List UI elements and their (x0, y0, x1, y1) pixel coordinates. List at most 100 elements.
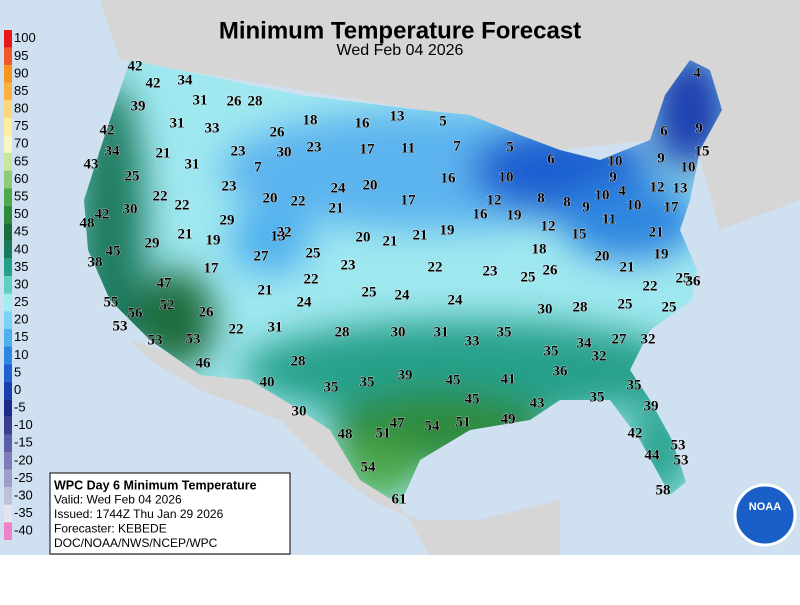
temperature-label: 13 (390, 108, 405, 124)
temperature-label: 52 (160, 297, 175, 313)
legend-swatch (4, 30, 12, 48)
temperature-label: 40 (260, 374, 275, 390)
temperature-label: 29 (145, 235, 160, 251)
legend-swatch (4, 258, 12, 277)
legend-label: 10 (14, 347, 28, 362)
temperature-label: 22 (229, 321, 244, 337)
temperature-label: 45 (465, 391, 480, 407)
temperature-label: 27 (612, 331, 628, 347)
temperature-label: 39 (131, 98, 146, 114)
temperature-label: 42 (628, 425, 643, 441)
temperature-label: 42 (146, 75, 161, 91)
legend-label: 75 (14, 118, 28, 133)
temperature-label: 6 (660, 123, 668, 139)
temperature-label: 21 (413, 227, 428, 243)
temperature-label: 6 (547, 151, 555, 167)
temperature-label: 42 (100, 122, 115, 138)
temperature-label: 15 (572, 226, 587, 242)
temperature-label: 47 (157, 275, 173, 291)
legend-swatch (4, 135, 12, 154)
temperature-label: 25 (618, 296, 633, 312)
temperature-label: 16 (473, 206, 489, 222)
info-heading: WPC Day 6 Minimum Temperature (54, 478, 257, 492)
legend-label: 90 (14, 65, 28, 80)
temperature-label: 35 (360, 374, 375, 390)
temperature-label: 25 (676, 270, 691, 286)
temperature-label: 18 (303, 112, 318, 128)
temperature-label: 22 (428, 259, 443, 275)
temperature-label: 21 (258, 282, 273, 298)
legend-swatch (4, 153, 12, 171)
temperature-label: 12 (541, 218, 556, 234)
temperature-label: 9 (695, 120, 703, 136)
temperature-label: 56 (128, 305, 144, 321)
temperature-label: 10 (627, 197, 642, 213)
legend-label: -5 (14, 400, 26, 415)
legend-label: 30 (14, 276, 28, 291)
temperature-label: 30 (538, 301, 553, 317)
temperature-label: 54 (361, 459, 377, 475)
temperature-label: 28 (248, 93, 263, 109)
temperature-label: 26 (227, 93, 243, 109)
temperature-label: 21 (178, 226, 193, 242)
temperature-label: 43 (530, 395, 545, 411)
temperature-label: 48 (338, 426, 353, 442)
temperature-label: 33 (205, 120, 220, 136)
temperature-label: 45 (446, 372, 461, 388)
legend-label: 5 (14, 364, 21, 379)
temperature-label: 12 (650, 179, 665, 195)
info-box (49, 472, 291, 555)
temperature-label: 54 (425, 418, 441, 434)
legend-swatch (4, 311, 12, 329)
temperature-label: 53 (113, 318, 128, 334)
temperature-label: 19 (440, 222, 455, 238)
legend-swatch (4, 170, 12, 189)
legend-label: 25 (14, 294, 28, 309)
temperature-label: 21 (649, 224, 664, 240)
legend-swatch (4, 487, 12, 505)
temperature-label: 25 (362, 284, 377, 300)
temperature-label: 58 (656, 482, 671, 498)
temperature-label: 34 (178, 72, 194, 88)
temperature-label: 45 (106, 243, 121, 259)
temperature-label: 30 (292, 403, 307, 419)
legend-label: -30 (14, 487, 33, 502)
mexico (130, 340, 560, 555)
temperature-label: 25 (306, 245, 321, 261)
legend-swatch (4, 522, 12, 540)
temperature-label: 23 (307, 139, 322, 155)
temperature-label: 4 (618, 183, 626, 199)
temperature-label: 53 (148, 332, 163, 348)
legend-label: -15 (14, 435, 33, 450)
legend-label: 35 (14, 259, 28, 274)
legend-label: -20 (14, 452, 33, 467)
temperature-label: 53 (674, 452, 689, 468)
temperature-label: 28 (573, 299, 588, 315)
info-line: Issued: 1744Z Thu Jan 29 2026 (54, 507, 224, 521)
temperature-label: 17 (401, 192, 417, 208)
legend-swatch (4, 82, 12, 101)
temperature-label: 22 (304, 271, 319, 287)
temperature-label: 47 (390, 415, 406, 431)
temperature-label: 12 (487, 192, 502, 208)
temperature-label: 5 (439, 113, 447, 129)
temperature-label: 31 (193, 92, 208, 108)
temperature-label: 10 (595, 187, 610, 203)
temperature-label: 25 (662, 299, 677, 315)
legend-swatch (4, 205, 12, 224)
temperature-label: 11 (401, 140, 415, 156)
temperature-label: 19 (507, 207, 522, 223)
legend-swatch (4, 65, 12, 83)
temperature-label: 16 (355, 115, 371, 131)
temperature-label: 20 (595, 248, 610, 264)
temperature-label: 26 (199, 304, 215, 320)
legend-swatch (4, 416, 12, 435)
legend-swatch (4, 223, 12, 242)
legend-swatch (4, 364, 12, 382)
temperature-label: 35 (590, 389, 605, 405)
temperature-label: 11 (602, 211, 616, 227)
temperature-label: 39 (644, 398, 659, 414)
temperature-label: 41 (501, 371, 516, 387)
temperature-label: 25 (125, 168, 140, 184)
temperature-label: 9 (582, 199, 590, 215)
